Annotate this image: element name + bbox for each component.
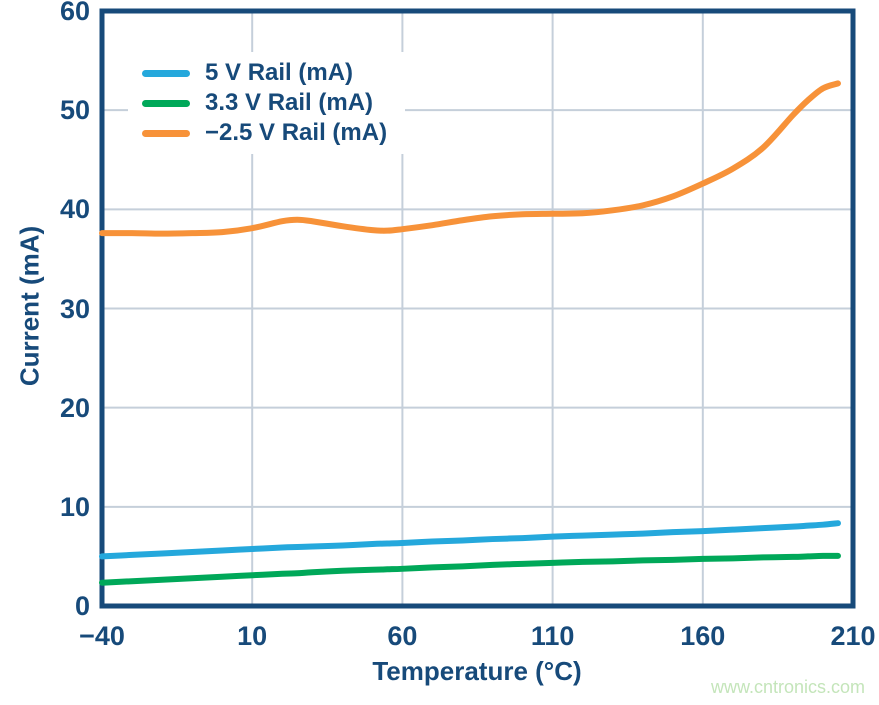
x-tick-label: −40 (79, 621, 125, 651)
y-tick-label: 0 (74, 591, 90, 621)
legend-item-5v-rail: 5 V Rail (mA) (142, 58, 387, 88)
series-line-1 (99, 552, 841, 586)
series-line-2 (99, 80, 841, 237)
y-tick-label: 50 (59, 95, 90, 126)
legend-label-neg2v5-rail: −2.5 V Rail (mA) (205, 119, 388, 146)
legend-item-3v3-rail: 3.3 V Rail (mA) (142, 88, 387, 118)
legend-swatch-neg2v5-rail (142, 129, 190, 137)
legend-swatch-3v3-rail (142, 99, 190, 107)
y-axis-title: Current (mA) (14, 225, 45, 387)
y-tick-label: 10 (59, 491, 90, 522)
y-tick-label: 40 (59, 194, 90, 225)
series-line-0 (99, 520, 841, 560)
legend-label-3v3-rail: 3.3 V Rail (mA) (205, 89, 374, 116)
legend-label-5v-rail: 5 V Rail (mA) (205, 59, 354, 86)
legend: 5 V Rail (mA) 3.3 V Rail (mA) −2.5 V Rai… (128, 52, 406, 154)
legend-item-neg2v5-rail: −2.5 V Rail (mA) (142, 118, 387, 148)
x-tick-label: 160 (680, 621, 726, 651)
x-tick-label: 110 (530, 621, 575, 651)
y-tick-label: 30 (59, 293, 90, 324)
x-tick-label: 60 (387, 621, 418, 651)
y-tick-label: 60 (59, 0, 90, 26)
plot-border (99, 8, 856, 609)
x-tick-label: 210 (830, 621, 876, 651)
watermark: www.cntronics.com (710, 677, 865, 697)
legend-swatch-5v-rail (142, 69, 190, 77)
x-tick-label: 10 (237, 621, 268, 651)
x-axis-title: Temperature (°C) (372, 656, 582, 686)
y-tick-label: 20 (59, 392, 90, 423)
